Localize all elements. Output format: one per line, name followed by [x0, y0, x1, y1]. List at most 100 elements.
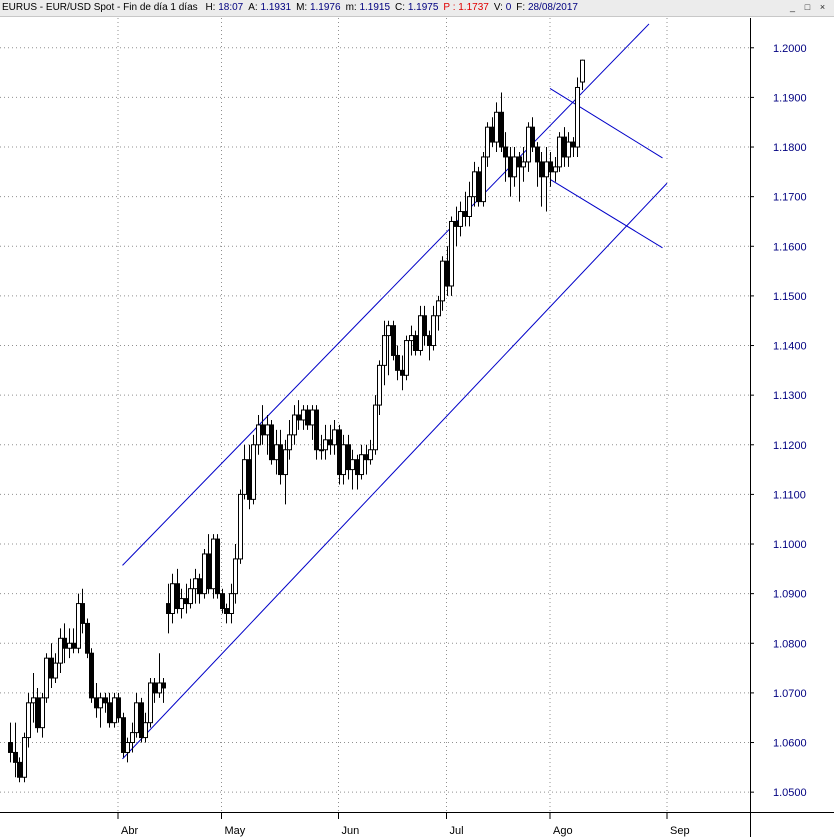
- candle-body-down: [107, 702, 112, 724]
- candle-body-down: [530, 126, 535, 148]
- quote-field-label: F:: [516, 2, 528, 13]
- candle-body-up: [188, 588, 193, 605]
- x-tick-label: Ago: [553, 825, 573, 837]
- candle-body-down: [508, 156, 513, 178]
- x-tick-label: Sep: [670, 825, 690, 837]
- candle-body-up: [544, 161, 549, 178]
- candle-body-up: [332, 429, 337, 446]
- quote-field-label: V:: [493, 2, 506, 13]
- y-tick-label: 1.1400: [773, 341, 807, 353]
- y-tick-label: 1.1900: [773, 92, 807, 104]
- candle-body-down: [17, 761, 22, 778]
- candle-body-down: [184, 598, 189, 605]
- quote-fields: H: 18:07 A: 1.1931 M: 1.1976 m: 1.1915 C: 1.…: [200, 2, 578, 13]
- candle-body-down: [260, 424, 265, 436]
- candle-body-down: [463, 211, 468, 218]
- candle-body-down: [206, 553, 211, 590]
- quote-field-value: 28/08/2017: [527, 2, 578, 13]
- candle-body-up: [53, 662, 58, 679]
- candle-body-up: [125, 742, 130, 753]
- candle-body-up: [368, 449, 373, 461]
- candle-body-up: [566, 141, 571, 158]
- candle-body-down: [13, 751, 18, 763]
- candle-body-up: [436, 300, 441, 317]
- candle-body-up: [292, 414, 297, 436]
- candle-body-up: [575, 86, 580, 148]
- y-tick-label: 1.0900: [773, 589, 807, 601]
- candle-body-down: [391, 325, 396, 356]
- candle-body-up: [157, 682, 162, 694]
- candle-body-down: [364, 454, 369, 461]
- candle-body-down: [535, 146, 540, 163]
- candle-body-up: [98, 697, 103, 709]
- y-tick-label: 1.1600: [773, 241, 807, 253]
- candle-body-up: [211, 538, 216, 590]
- trendline: [549, 88, 663, 159]
- candle-body-down: [49, 657, 54, 679]
- y-tick-label: 1.0800: [773, 638, 807, 650]
- period-label: Fin de día 1 días: [123, 2, 198, 13]
- candle-body-up: [130, 732, 135, 744]
- grid-lines: [0, 18, 750, 812]
- axes: 1.0500 1.0600 1.0700 1.0800 1.0900 1.1000 1.11…: [0, 18, 834, 837]
- candle-body-down: [490, 126, 495, 143]
- candle-body-up: [179, 598, 184, 610]
- close-icon[interactable]: ×: [819, 2, 826, 12]
- minimize-icon[interactable]: _: [789, 2, 795, 12]
- candle-body-down: [346, 444, 351, 471]
- candle-body-down: [62, 637, 67, 649]
- maximize-icon[interactable]: □: [804, 2, 811, 12]
- candle-body-down: [85, 622, 90, 654]
- candle-body-down: [427, 335, 432, 347]
- candle-body-up: [553, 166, 558, 173]
- candle-body-up: [58, 637, 63, 664]
- candle-body-up: [242, 459, 247, 495]
- candle-body-up: [26, 702, 31, 739]
- candle-body-up: [112, 697, 117, 724]
- x-tick-label: Abr: [121, 825, 138, 837]
- candle-body-up: [193, 578, 198, 590]
- quote-field-label: M:: [296, 2, 310, 13]
- candle-body-down: [152, 682, 157, 694]
- y-tick-label: 1.1800: [773, 142, 807, 154]
- candle-body-up: [170, 583, 175, 614]
- trendline: [122, 23, 650, 566]
- candle-body-up: [283, 449, 288, 476]
- candle-body-up: [341, 444, 346, 476]
- candle-body-up: [521, 161, 526, 168]
- candle-body-up: [233, 558, 238, 595]
- trendline: [122, 182, 668, 760]
- x-tick-label: May: [225, 825, 246, 837]
- quote-field-value: 1.1976: [309, 2, 341, 13]
- candle-body-down: [400, 369, 405, 376]
- candle-body-down: [517, 156, 522, 168]
- candle-body-up: [440, 260, 445, 302]
- candle-body-down: [413, 335, 418, 351]
- quote-field-value: 0: [505, 2, 512, 13]
- candle-body-down: [355, 459, 360, 476]
- candle-body-down: [161, 682, 166, 689]
- y-tick-label: 1.1500: [773, 291, 807, 303]
- candle-body-up: [404, 340, 409, 376]
- candle-body-down: [296, 414, 301, 421]
- candle-body-up: [472, 171, 477, 198]
- candle-body-up: [382, 335, 387, 366]
- candle-body-up: [481, 156, 486, 203]
- candle-body-down: [305, 409, 310, 426]
- candle-body-up: [256, 424, 261, 446]
- quote-field-value: 1.1737: [458, 2, 489, 13]
- candle-body-up: [526, 126, 531, 163]
- quote-field-label: P :: [443, 2, 459, 13]
- quote-field-value: 18:07: [218, 2, 244, 13]
- candle-body-down: [539, 161, 544, 178]
- candle-body-up: [485, 126, 490, 158]
- candle-body-up: [512, 156, 517, 178]
- candle-body-up: [301, 409, 306, 421]
- candle-body-up: [238, 493, 243, 560]
- candle-body-down: [121, 717, 126, 753]
- candle-body-down: [499, 111, 504, 148]
- candle-body-up: [323, 439, 328, 451]
- candle-body-up: [418, 315, 423, 351]
- x-tick-label: Jun: [342, 825, 360, 837]
- candle-body-down: [197, 578, 202, 595]
